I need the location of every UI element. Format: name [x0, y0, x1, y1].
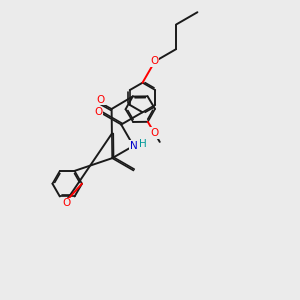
Text: O: O — [150, 128, 158, 138]
Text: O: O — [151, 56, 159, 66]
Text: O: O — [94, 107, 103, 117]
Text: O: O — [97, 95, 105, 105]
Text: N: N — [130, 141, 137, 151]
Text: H: H — [139, 140, 147, 149]
Text: O: O — [63, 198, 71, 208]
